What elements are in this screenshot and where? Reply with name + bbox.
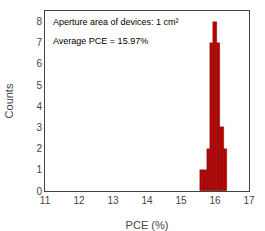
svg-text:Aperture area of devices: 1 cm: Aperture area of devices: 1 cm² (53, 17, 179, 27)
svg-text:7: 7 (36, 37, 42, 48)
svg-text:17: 17 (243, 195, 255, 206)
svg-text:Counts: Counts (3, 83, 15, 118)
svg-text:2: 2 (36, 143, 42, 154)
svg-text:3: 3 (36, 122, 42, 133)
svg-text:13: 13 (107, 195, 119, 206)
svg-text:15: 15 (175, 195, 187, 206)
svg-text:5: 5 (36, 80, 42, 91)
svg-text:11: 11 (40, 195, 51, 206)
svg-text:14: 14 (141, 195, 153, 206)
svg-text:0: 0 (36, 186, 42, 197)
svg-text:8: 8 (36, 16, 42, 27)
svg-text:1: 1 (36, 164, 42, 175)
svg-text:16: 16 (209, 195, 221, 206)
svg-text:PCE (%): PCE (%) (126, 219, 169, 231)
svg-text:12: 12 (73, 195, 85, 206)
svg-text:4: 4 (36, 101, 42, 112)
svg-text:6: 6 (36, 58, 42, 69)
svg-text:Average PCE = 15.97%: Average PCE = 15.97% (53, 36, 148, 46)
